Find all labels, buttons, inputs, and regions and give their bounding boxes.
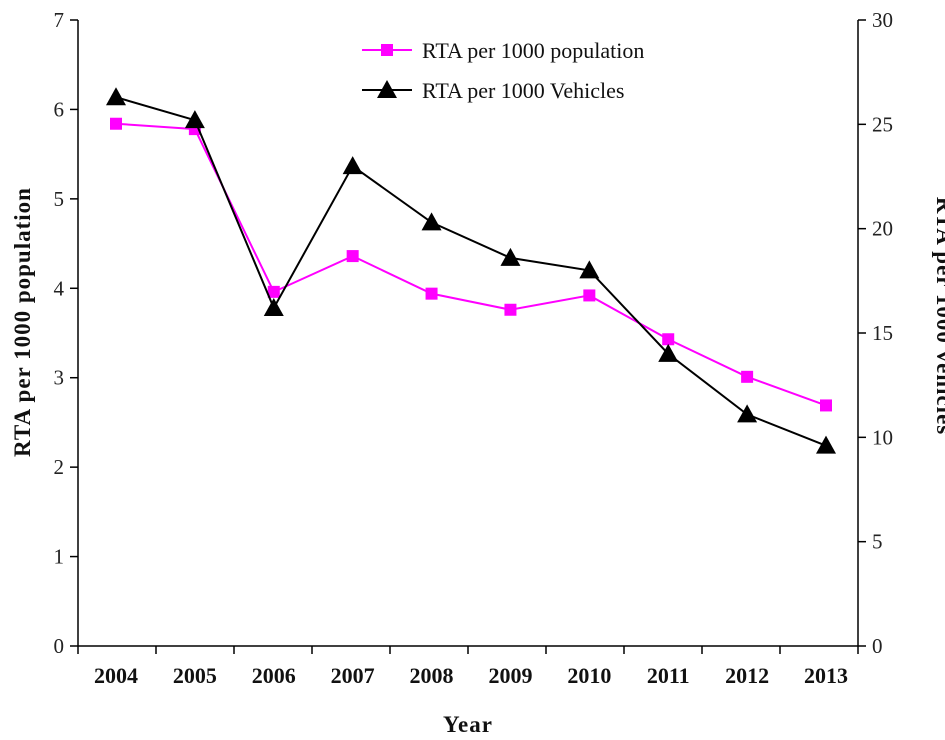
data-point-square bbox=[267, 285, 280, 298]
legend-marker-triangle bbox=[377, 80, 397, 98]
data-point-square bbox=[504, 303, 517, 316]
y-axis-left-title: RTA per 1000 population bbox=[10, 187, 35, 457]
y-right-tick-label: 15 bbox=[872, 321, 893, 345]
y-right-tick-label: 25 bbox=[872, 112, 893, 136]
y-right-tick-label: 5 bbox=[872, 530, 883, 554]
x-tick-label: 2011 bbox=[647, 663, 690, 688]
x-tick-label: 2013 bbox=[804, 663, 848, 688]
data-point-triangle bbox=[342, 156, 363, 175]
y-axis-right-title: RTA per 1000 vehicles bbox=[932, 197, 945, 435]
x-tick-label: 2006 bbox=[252, 663, 296, 688]
y-right-tick-label: 10 bbox=[872, 425, 893, 449]
legend-item: RTA per 1000 population bbox=[362, 38, 644, 63]
data-point-triangle bbox=[263, 297, 284, 316]
series-triangle bbox=[106, 87, 836, 454]
x-tick-label: 2009 bbox=[488, 663, 532, 688]
data-point-square bbox=[820, 399, 832, 412]
x-tick-label: 2007 bbox=[331, 663, 375, 688]
legend-label: RTA per 1000 population bbox=[422, 38, 644, 63]
data-point-square bbox=[583, 289, 596, 302]
y-left-tick-label: 5 bbox=[54, 187, 65, 211]
y-left-tick-label: 2 bbox=[54, 455, 65, 479]
data-point-triangle bbox=[184, 110, 205, 129]
data-point-triangle bbox=[816, 435, 836, 454]
y-right-tick-label: 20 bbox=[872, 217, 893, 241]
legend-marker-square bbox=[381, 44, 393, 56]
data-point-triangle bbox=[579, 260, 600, 279]
series-layer bbox=[106, 87, 836, 454]
data-point-square bbox=[425, 287, 438, 300]
x-tick-label: 2004 bbox=[94, 663, 138, 688]
x-tick-label: 2005 bbox=[173, 663, 217, 688]
data-point-triangle bbox=[500, 247, 521, 266]
legend-item: RTA per 1000 Vehicles bbox=[362, 78, 624, 103]
series-square bbox=[110, 117, 832, 412]
data-point-triangle bbox=[737, 404, 758, 423]
y-left-tick-label: 3 bbox=[54, 366, 65, 390]
y-left-tick-label: 1 bbox=[54, 545, 65, 569]
data-point-square bbox=[110, 117, 122, 130]
x-tick-label: 2012 bbox=[725, 663, 769, 688]
data-point-square bbox=[741, 370, 754, 383]
series-line bbox=[115, 122, 827, 407]
legend: RTA per 1000 population RTA per 1000 Vehi… bbox=[362, 38, 644, 103]
legend-label: RTA per 1000 Vehicles bbox=[422, 78, 624, 103]
y-left-tick-label: 4 bbox=[54, 276, 65, 300]
y-left-tick-label: 0 bbox=[54, 634, 65, 658]
axes: 0 1 2 3 4 5 6 7 0 5 10 15 20 25 30 2004 2005 2006 2007 2008… bbox=[54, 8, 894, 688]
y-right-tick-label: 0 bbox=[872, 634, 883, 658]
data-point-triangle bbox=[106, 87, 126, 106]
series-line bbox=[115, 96, 827, 447]
y-right-tick-label: 30 bbox=[872, 8, 893, 32]
x-tick-label: 2008 bbox=[410, 663, 454, 688]
data-point-square bbox=[346, 250, 359, 263]
data-point-triangle bbox=[658, 343, 679, 362]
x-tick-label: 2010 bbox=[567, 663, 611, 688]
data-point-square bbox=[662, 333, 675, 346]
y-left-tick-label: 7 bbox=[54, 8, 65, 32]
x-axis-title: Year bbox=[443, 712, 493, 737]
data-point-triangle bbox=[421, 212, 442, 231]
y-left-tick-label: 6 bbox=[54, 97, 65, 121]
